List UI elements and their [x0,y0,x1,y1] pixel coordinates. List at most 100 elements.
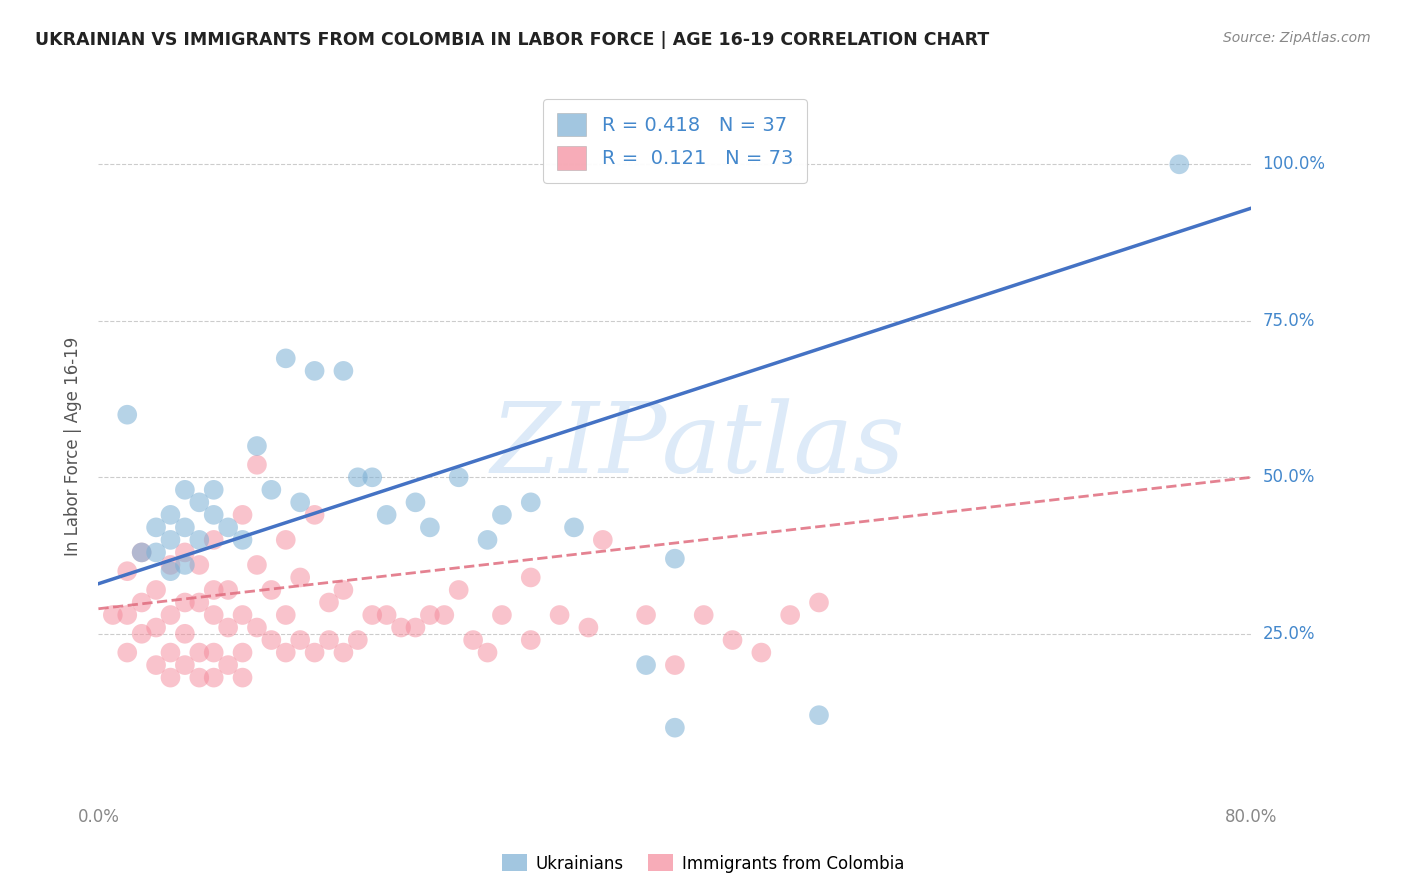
Point [405,621,427,635]
Point [361,607,384,622]
Text: Source: ZipAtlas.com: Source: ZipAtlas.com [1223,31,1371,45]
Point [131,545,153,559]
Point [159,564,181,578]
Point [131,627,153,641]
Point [145,520,167,534]
Point [117,646,138,660]
Point [274,646,297,660]
Point [246,621,269,635]
Point [548,607,571,622]
Point [290,495,312,509]
Point [260,483,283,497]
Point [578,621,600,635]
Point [304,646,326,660]
Point [202,533,225,547]
Point [159,646,181,660]
Text: 25.0%: 25.0% [1263,624,1315,643]
Text: UKRAINIAN VS IMMIGRANTS FROM COLOMBIA IN LABOR FORCE | AGE 16-19 CORRELATION CHA: UKRAINIAN VS IMMIGRANTS FROM COLOMBIA IN… [35,31,990,49]
Point [477,533,499,547]
Point [346,470,368,484]
Point [491,508,513,522]
Point [202,607,225,622]
Point [461,633,484,648]
Point [174,545,197,559]
Point [217,520,239,534]
Point [375,508,398,522]
Point [174,558,197,572]
Point [419,607,441,622]
Point [246,558,269,572]
Point [332,582,354,597]
Point [520,633,543,648]
Point [159,508,181,522]
Point [361,470,384,484]
Point [101,607,124,622]
Point [117,564,138,578]
Point [217,582,239,597]
Point [375,607,398,622]
Point [202,582,225,597]
Legend: R = 0.418   N = 37, R =  0.121   N = 73: R = 0.418 N = 37, R = 0.121 N = 73 [543,99,807,184]
Point [188,595,211,609]
Text: ZIPatlas: ZIPatlas [491,399,905,493]
Point [274,533,297,547]
Text: 50.0%: 50.0% [1263,468,1315,486]
Point [145,658,167,673]
Point [159,558,181,572]
Point [520,495,543,509]
Point [217,658,239,673]
Point [231,607,254,622]
Point [433,607,456,622]
Point [447,470,470,484]
Point [188,495,211,509]
Point [779,607,801,622]
Point [636,607,658,622]
Point [477,646,499,660]
Point [346,633,368,648]
Point [231,646,254,660]
Point [202,646,225,660]
Point [592,533,614,547]
Point [636,658,658,673]
Point [159,671,181,685]
Point [274,351,297,366]
Point [318,595,340,609]
Point [131,545,153,559]
Point [174,658,197,673]
Point [304,364,326,378]
Point [520,570,543,584]
Point [231,533,254,547]
Point [260,582,283,597]
Point [131,595,153,609]
Text: 75.0%: 75.0% [1263,312,1315,330]
Point [159,533,181,547]
Point [274,607,297,622]
Point [807,595,830,609]
Point [562,520,585,534]
Point [1168,157,1191,171]
Point [721,633,744,648]
Point [145,621,167,635]
Point [202,671,225,685]
Point [202,508,225,522]
Point [807,708,830,723]
Point [174,627,197,641]
Point [419,520,441,534]
Point [332,646,354,660]
Point [664,721,686,735]
Point [332,364,354,378]
Point [664,551,686,566]
Point [290,570,312,584]
Point [159,607,181,622]
Point [693,607,716,622]
Y-axis label: In Labor Force | Age 16-19: In Labor Force | Age 16-19 [65,336,83,556]
Point [260,633,283,648]
Text: 100.0%: 100.0% [1263,155,1326,173]
Point [188,646,211,660]
Point [145,582,167,597]
Point [491,607,513,622]
Point [389,621,412,635]
Point [188,533,211,547]
Point [231,671,254,685]
Point [246,458,269,472]
